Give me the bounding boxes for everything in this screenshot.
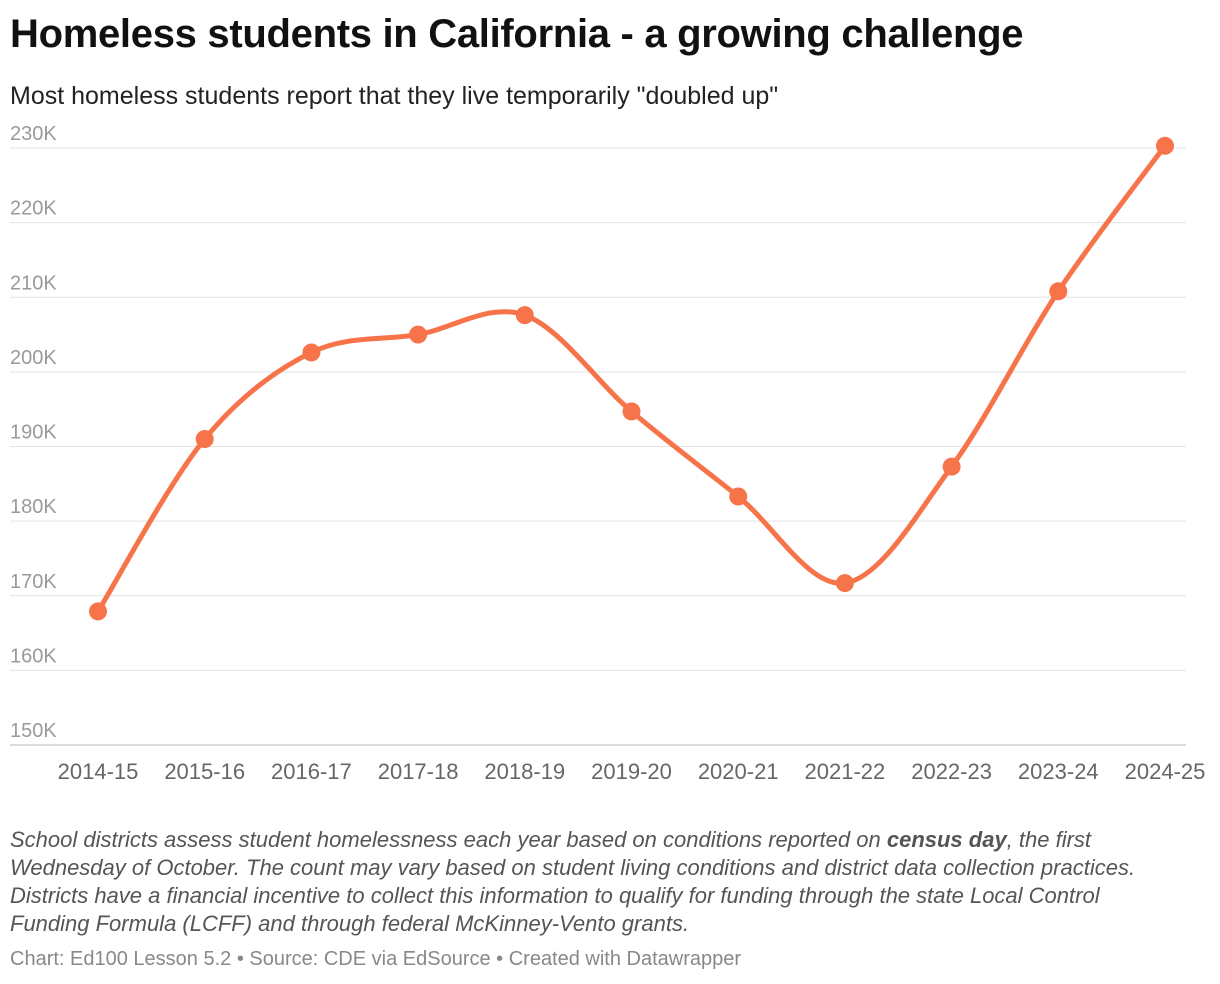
data-point	[1156, 136, 1174, 155]
x-tick-label: 2014-15	[58, 759, 139, 784]
x-axis-ticks: 2014-15 2015-16 2016-17 2017-18 2018-19 2019-…	[58, 759, 1206, 784]
y-tick-label: 160K	[10, 645, 57, 667]
y-tick-label: 210K	[10, 272, 57, 294]
line-chart: 150K 160K 170K 180K 190K 200K 210K 220K 230K 201…	[10, 123, 1206, 784]
data-point	[302, 343, 321, 362]
y-tick-label: 150K	[10, 720, 57, 742]
x-tick-label: 2017-18	[378, 759, 459, 784]
series-line	[95, 143, 1168, 614]
chart-footer: Chart: Ed100 Lesson 5.2 • Source: CDE vi…	[10, 948, 742, 970]
x-tick-label: 2021-22	[805, 759, 886, 784]
chart-subtitle: Most homeless students report that they …	[10, 82, 779, 110]
x-tick-label: 2022-23	[911, 759, 992, 784]
y-tick-label: 200K	[10, 347, 57, 369]
data-point	[622, 402, 641, 421]
chart-title: Homeless students in California - a grow…	[10, 12, 1024, 56]
data-point	[1049, 282, 1068, 301]
y-tick-label: 230K	[10, 123, 57, 145]
y-tick-label: 190K	[10, 422, 57, 444]
data-point	[835, 574, 854, 593]
y-axis-ticks: 150K 160K 170K 180K 190K 200K 210K 220K 230K	[10, 123, 57, 742]
data-point	[729, 487, 748, 506]
data-point	[409, 325, 428, 344]
notes-emphasis: census day	[886, 827, 1007, 852]
x-tick-label: 2020-21	[698, 759, 779, 784]
data-point	[195, 430, 214, 449]
x-tick-label: 2024-25	[1125, 759, 1206, 784]
data-point	[942, 457, 961, 476]
data-point	[89, 602, 107, 621]
notes-text-2: , the first Wednesday of October. The co…	[10, 827, 1136, 936]
y-tick-label: 220K	[10, 198, 57, 220]
y-tick-label: 170K	[10, 571, 57, 593]
x-tick-label: 2016-17	[271, 759, 352, 784]
data-point	[515, 306, 534, 325]
x-tick-label: 2019-20	[591, 759, 672, 784]
notes-text-1: School districts assess student homeless…	[10, 827, 887, 852]
x-tick-label: 2023-24	[1018, 759, 1099, 784]
x-tick-label: 2018-19	[484, 759, 565, 784]
chart-notes: School districts assess student homeless…	[10, 826, 1180, 938]
data-points	[89, 136, 1174, 621]
y-tick-label: 180K	[10, 496, 57, 518]
gridlines	[10, 147, 1186, 746]
x-tick-label: 2015-16	[164, 759, 245, 784]
